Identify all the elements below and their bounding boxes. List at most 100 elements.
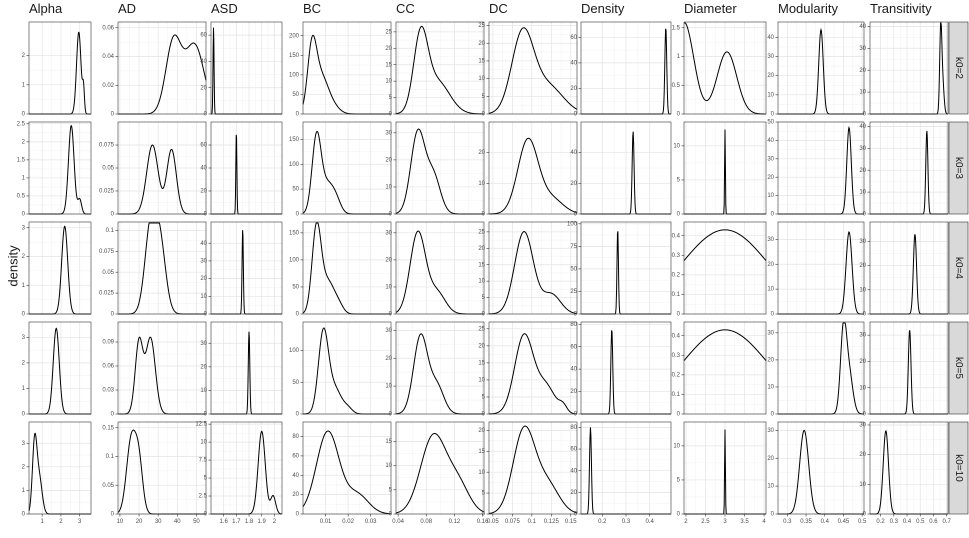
y-tick-label: 0 xyxy=(482,212,486,218)
panel-border xyxy=(777,221,865,315)
y-tick-label: 0.3 xyxy=(672,253,681,259)
x-tick-label: 0.05 xyxy=(487,519,499,525)
y-tick-label: 5 xyxy=(482,94,486,100)
y-tick-label: 20 xyxy=(859,263,866,269)
y-tick-label: 10 xyxy=(673,143,680,149)
y-tick-label: 0 xyxy=(574,412,578,418)
y-tick-label: 10 xyxy=(767,385,774,391)
y-tick-label: 40 xyxy=(570,150,577,156)
y-tick-label: 0 xyxy=(574,312,578,318)
y-tick-label: 25 xyxy=(478,23,485,29)
column-title-bc: BC xyxy=(303,1,321,16)
y-tick-label: 10 xyxy=(385,285,392,291)
y-tick-label: 20 xyxy=(859,68,866,74)
x-tick-label: 0.4 xyxy=(646,519,655,525)
panel-background xyxy=(29,122,91,214)
y-tick-label: 20 xyxy=(767,357,774,363)
y-tick-label: 100 xyxy=(289,257,300,263)
panel-background xyxy=(303,422,391,514)
y-tick-label: 0.04 xyxy=(102,54,114,60)
y-tick-label: 0 xyxy=(204,112,208,118)
y-tick-label: 0.5 xyxy=(672,83,681,89)
y-tick-label: 0.15 xyxy=(102,425,114,431)
y-tick-label: 20 xyxy=(292,492,299,498)
panel-background xyxy=(303,22,391,114)
y-tick-label: 0.025 xyxy=(99,291,115,297)
panel-background xyxy=(870,422,948,514)
y-tick-label: 60 xyxy=(200,143,207,149)
y-tick-label: 5 xyxy=(204,476,208,482)
panel-background xyxy=(778,22,864,114)
x-tick-label: 3.5 xyxy=(740,519,749,525)
y-tick-label: 2 xyxy=(22,464,26,470)
x-tick-label: 0.5 xyxy=(916,519,925,525)
panel-border xyxy=(488,321,578,415)
y-tick-label: 20 xyxy=(570,86,577,92)
y-tick-label: 0.03 xyxy=(102,388,114,394)
y-tick-label: 10 xyxy=(767,193,774,199)
y-tick-label: 20 xyxy=(570,389,577,395)
y-tick-label: 50 xyxy=(292,92,299,98)
panel-background xyxy=(29,422,91,514)
y-tick-label: 20 xyxy=(478,150,485,156)
y-tick-label: 0 xyxy=(111,212,115,218)
row-strip-label: k0=3 xyxy=(953,157,964,179)
y-tick-label: 20 xyxy=(385,46,392,52)
y-tick-label: 100 xyxy=(289,72,300,78)
y-tick-label: 10 xyxy=(385,79,392,85)
y-tick-label: 0 xyxy=(574,112,578,118)
panel-border xyxy=(28,321,92,415)
y-tick-label: 7.5 xyxy=(199,458,208,464)
x-tick-label: 0.2 xyxy=(598,519,607,525)
column-title-dc: DC xyxy=(489,1,508,16)
y-tick-label: 10 xyxy=(385,185,392,191)
y-tick-label: 80 xyxy=(292,434,299,440)
y-tick-label: 15 xyxy=(478,262,485,268)
y-tick-label: 1 xyxy=(22,82,26,88)
x-tick-label: 0.7 xyxy=(943,519,952,525)
x-tick-label: 0.04 xyxy=(392,519,404,525)
y-tick-label: 0.09 xyxy=(102,340,114,346)
panel-border xyxy=(117,221,207,315)
x-tick-label: 0.01 xyxy=(320,519,332,525)
x-tick-label: 2 xyxy=(273,519,277,525)
y-tick-label: 1 xyxy=(22,283,26,289)
panel-background xyxy=(303,222,391,314)
y-tick-label: 10 xyxy=(200,294,207,300)
y-tick-label: 50 xyxy=(292,187,299,193)
y-tick-label: 2 xyxy=(22,360,26,366)
y-tick-label: 10 xyxy=(767,287,774,293)
panel-border xyxy=(395,421,485,515)
y-tick-label: 0 xyxy=(482,512,486,518)
y-tick-label: 1.5 xyxy=(17,157,26,163)
row-strip-label: k0=10 xyxy=(953,454,964,482)
y-axis-label: density xyxy=(5,245,20,287)
x-tick-label: 1 xyxy=(40,519,44,525)
row-strip-label: k0=5 xyxy=(953,357,964,379)
y-tick-label: 5 xyxy=(482,491,486,497)
y-tick-label: 0.075 xyxy=(99,249,115,255)
y-tick-label: 20 xyxy=(385,356,392,362)
panel-background xyxy=(211,22,282,114)
y-tick-label: 20 xyxy=(200,189,207,195)
panel-border xyxy=(395,121,485,215)
x-tick-label: 0.12 xyxy=(449,519,461,525)
panel-background xyxy=(778,322,864,414)
y-tick-label: 1 xyxy=(677,54,681,60)
panel-border xyxy=(488,21,578,115)
panel-border xyxy=(869,421,949,515)
y-tick-label: 20 xyxy=(767,73,774,79)
y-tick-label: 0.06 xyxy=(102,364,114,370)
y-tick-label: 0 xyxy=(863,512,867,518)
y-tick-label: 10 xyxy=(767,92,774,98)
y-tick-label: 20 xyxy=(478,343,485,349)
column-title-diameter: Diameter xyxy=(684,1,737,16)
y-tick-label: 80 xyxy=(570,322,577,328)
y-tick-label: 0 xyxy=(111,312,115,318)
y-tick-label: 0 xyxy=(296,512,300,518)
x-tick-label: 1.7 xyxy=(232,519,241,525)
y-tick-label: 15 xyxy=(478,449,485,455)
y-tick-label: 50 xyxy=(570,266,577,272)
y-tick-label: 0.05 xyxy=(102,483,114,489)
